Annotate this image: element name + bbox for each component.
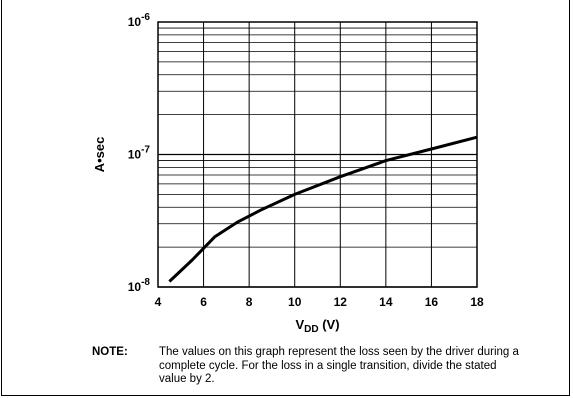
series-line (168, 135, 478, 283)
x-tick-label: 10 (288, 295, 302, 309)
plot-border (157, 21, 478, 288)
x-tick-label: 14 (379, 295, 393, 309)
x-tick-label: 16 (425, 295, 439, 309)
chart: 4 6 8 10 12 14 16 18 10-810-710-6 VDD (V) A•sec (92, 12, 484, 335)
x-tick-label: 18 (470, 295, 484, 309)
x-axis-title-subscript: DD (304, 324, 318, 335)
y-tick-exponent: -7 (141, 145, 150, 156)
x-tick-label: 4 (155, 295, 162, 309)
grid (157, 22, 478, 288)
x-tick-label: 12 (334, 295, 348, 309)
note-label: NOTE: (92, 346, 128, 358)
y-tick-base: 10 (128, 148, 142, 162)
y-tick-base: 10 (128, 15, 142, 29)
x-tick-label: 8 (246, 295, 253, 309)
y-tick-exponent: -6 (141, 12, 150, 23)
x-tick-label: 6 (200, 295, 207, 309)
note-text: The values on this graph represent the l… (159, 346, 519, 385)
x-tick-labels: 4 6 8 10 12 14 16 18 (155, 295, 484, 309)
y-axis-title: A•sec (92, 137, 107, 173)
x-axis-title-main: V (295, 317, 304, 332)
y-tick-label: 10-8 (128, 277, 151, 294)
x-axis-title: VDD (V) (295, 317, 339, 335)
x-axis-title-suffix: (V) (319, 317, 340, 332)
y-tick-base: 10 (128, 280, 142, 294)
y-tick-exponent: -8 (141, 277, 150, 288)
plot-frame (157, 21, 478, 288)
y-tick-labels: 10-810-710-6 (128, 12, 151, 294)
y-tick-label: 10-6 (128, 12, 151, 29)
series (168, 135, 478, 283)
y-tick-label: 10-7 (128, 145, 151, 162)
